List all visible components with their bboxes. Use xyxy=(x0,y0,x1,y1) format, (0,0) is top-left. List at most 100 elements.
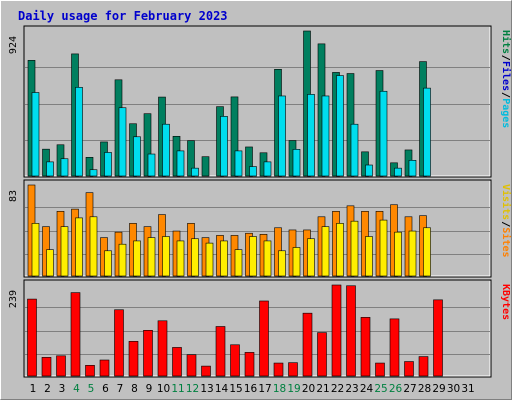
bar-hits-day-15 xyxy=(230,96,239,177)
chart-title: Daily usage for February 2023 xyxy=(18,9,228,23)
bar-sites-day-21 xyxy=(321,226,330,277)
x-tick-label-28: 28 xyxy=(418,383,431,395)
legend-slash: / xyxy=(500,221,511,227)
bar-kbytes-day-20 xyxy=(302,312,313,377)
x-tick-label-26: 26 xyxy=(389,383,403,395)
bar-kbytes-day-12 xyxy=(186,354,197,377)
legend-sites: Sites xyxy=(500,227,512,257)
bar-kbytes-day-13 xyxy=(201,365,211,377)
bar-files-day-15 xyxy=(234,150,243,177)
bar-kbytes-day-3 xyxy=(56,355,66,377)
bar-sites-day-27 xyxy=(408,230,417,277)
bar-sites-day-5 xyxy=(89,216,98,277)
bar-sites-day-12 xyxy=(191,238,199,277)
bar-kbytes-day-25 xyxy=(375,362,385,377)
bar-hits-day-9 xyxy=(143,113,152,177)
bar-kbytes-day-24 xyxy=(360,317,371,377)
bar-sites-day-23 xyxy=(350,220,359,277)
x-tick-label-9: 9 xyxy=(146,383,153,395)
bar-kbytes-day-11 xyxy=(172,347,182,377)
x-tick-label-25: 25 xyxy=(374,383,387,395)
bar-sites-day-10 xyxy=(162,236,170,277)
bar-kbytes-day-1 xyxy=(27,298,37,377)
x-tick-label-5: 5 xyxy=(88,383,95,395)
x-tick-label-8: 8 xyxy=(131,383,138,395)
x-tick-label-16: 16 xyxy=(244,383,258,395)
legend-files: Files xyxy=(500,61,512,91)
x-tick-label-31: 31 xyxy=(461,383,474,395)
bar-files-day-24 xyxy=(365,164,373,177)
bar-sites-day-17 xyxy=(263,240,272,277)
bar-kbytes-day-10 xyxy=(157,320,168,377)
x-tick-label-2: 2 xyxy=(44,383,51,395)
bar-kbytes-day-29 xyxy=(433,299,443,377)
legend-visits: Visits xyxy=(500,184,512,220)
bar-files-day-12 xyxy=(191,167,199,177)
bar-files-day-3 xyxy=(60,158,69,177)
bar-files-day-11 xyxy=(176,150,185,177)
bar-files-day-28 xyxy=(423,87,431,177)
bar-kbytes-day-22 xyxy=(331,284,342,377)
bar-kbytes-day-21 xyxy=(317,332,327,377)
legend-hits: Hits xyxy=(500,30,512,54)
bar-files-day-9 xyxy=(147,153,156,177)
x-tick-label-29: 29 xyxy=(432,383,445,395)
max-label: 239 xyxy=(8,290,19,308)
bar-sites-day-28 xyxy=(423,227,431,277)
legend-kbytes: KBytes xyxy=(500,284,511,320)
bar-files-day-25 xyxy=(379,90,388,177)
x-tick-label-18: 18 xyxy=(273,383,286,395)
max-label: 924 xyxy=(8,36,19,54)
bar-files-day-10 xyxy=(162,123,170,177)
x-tick-label-22: 22 xyxy=(331,383,344,395)
bar-kbytes-day-8 xyxy=(128,341,139,377)
x-tick-label-27: 27 xyxy=(403,383,416,395)
x-tick-label-20: 20 xyxy=(302,383,315,395)
x-tick-label-13: 13 xyxy=(200,383,213,395)
legend-slash: / xyxy=(500,92,511,98)
bar-files-day-4 xyxy=(75,87,83,177)
bar-kbytes-day-19 xyxy=(288,362,298,377)
bar-hits-day-12 xyxy=(187,140,195,177)
bar-sites-day-15 xyxy=(234,249,243,277)
x-tick-label-24: 24 xyxy=(360,383,374,395)
bar-files-day-19 xyxy=(292,149,301,177)
bar-sites-day-22 xyxy=(336,223,344,277)
bar-sites-day-9 xyxy=(147,237,156,277)
bar-sites-day-14 xyxy=(220,240,228,277)
bar-kbytes-day-17 xyxy=(259,300,269,377)
bar-files-day-21 xyxy=(321,95,330,177)
bar-kbytes-day-2 xyxy=(41,357,52,377)
bar-kbytes-day-28 xyxy=(418,356,429,377)
bar-sites-day-8 xyxy=(133,240,141,277)
bar-sites-day-7 xyxy=(118,243,127,277)
x-tick-label-14: 14 xyxy=(215,383,229,395)
bar-files-day-1 xyxy=(31,92,40,177)
bar-files-day-22 xyxy=(336,75,344,177)
panel-3: 239 KBytes xyxy=(8,279,511,378)
bar-hits-day-24 xyxy=(361,151,369,177)
x-tick-label-7: 7 xyxy=(117,383,124,395)
bar-sites-day-13 xyxy=(205,242,214,277)
bar-hits-day-16 xyxy=(245,146,253,177)
bar-kbytes-day-7 xyxy=(114,309,124,377)
bar-files-day-8 xyxy=(133,136,141,177)
bar-sites-day-26 xyxy=(394,231,402,277)
bar-sites-day-4 xyxy=(75,217,83,277)
x-tick-label-11: 11 xyxy=(171,383,184,395)
bar-sites-day-25 xyxy=(379,219,388,277)
x-tick-label-17: 17 xyxy=(258,383,271,395)
x-tick-label-30: 30 xyxy=(447,383,460,395)
bar-files-day-27 xyxy=(408,160,417,177)
bar-kbytes-day-14 xyxy=(215,326,226,377)
bar-files-day-6 xyxy=(104,152,112,177)
bar-files-day-26 xyxy=(394,167,402,177)
bar-sites-day-19 xyxy=(292,247,301,277)
bar-sites-day-18 xyxy=(278,250,286,277)
bar-kbytes-day-4 xyxy=(70,292,81,377)
bar-kbytes-day-16 xyxy=(244,352,255,377)
bar-files-day-18 xyxy=(278,95,286,177)
x-tick-label-4: 4 xyxy=(73,383,80,395)
